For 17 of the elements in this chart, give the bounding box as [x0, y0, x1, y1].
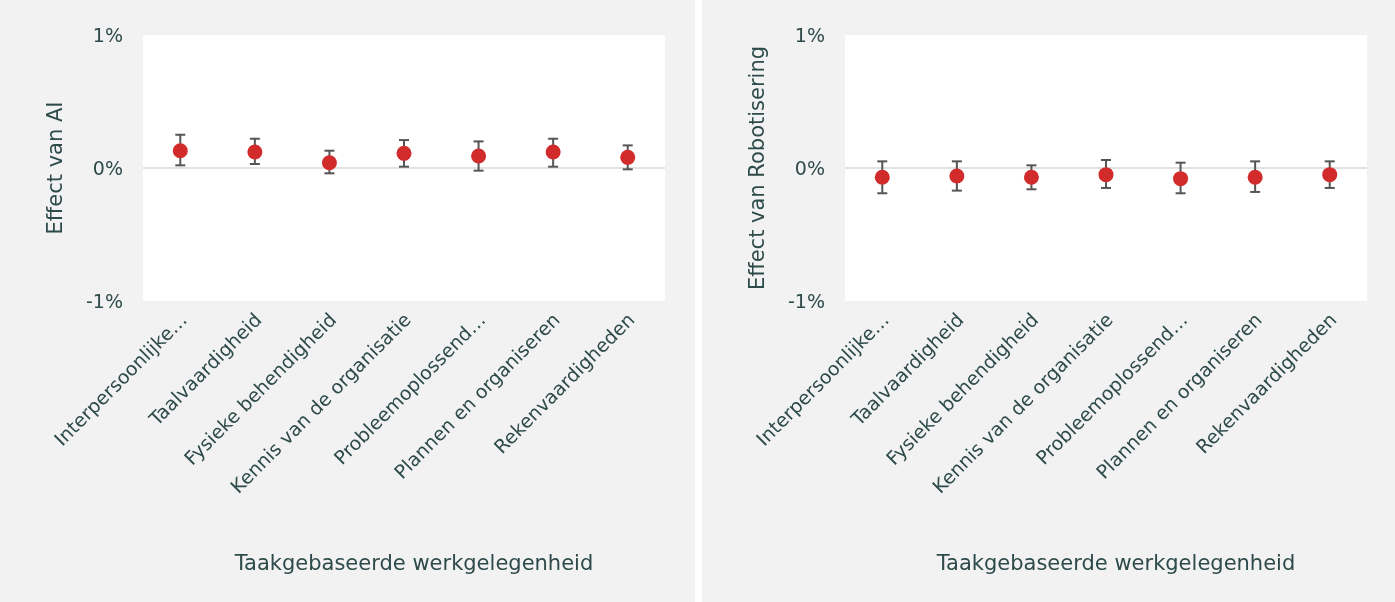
- y-tick-label: 0%: [794, 156, 825, 179]
- x-axis-title: Taakgebaseerde werkgelegenheid: [935, 551, 1296, 575]
- y-tick-label: 1%: [794, 23, 825, 46]
- point: [172, 143, 188, 159]
- point: [321, 155, 337, 171]
- x-axis-title: Taakgebaseerde werkgelegenheid: [233, 551, 594, 575]
- point: [620, 149, 636, 165]
- y-tick-label: -1%: [788, 289, 825, 312]
- point: [247, 144, 263, 160]
- y-tick-label: 0%: [92, 156, 123, 179]
- y-axis-title: Effect van Robotisering: [745, 45, 769, 291]
- y-tick-label: 1%: [92, 23, 123, 46]
- point: [545, 144, 561, 160]
- y-tick-label: -1%: [86, 289, 123, 312]
- point: [471, 148, 487, 164]
- point: [396, 145, 412, 161]
- y-axis-title: Effect van AI: [43, 101, 67, 235]
